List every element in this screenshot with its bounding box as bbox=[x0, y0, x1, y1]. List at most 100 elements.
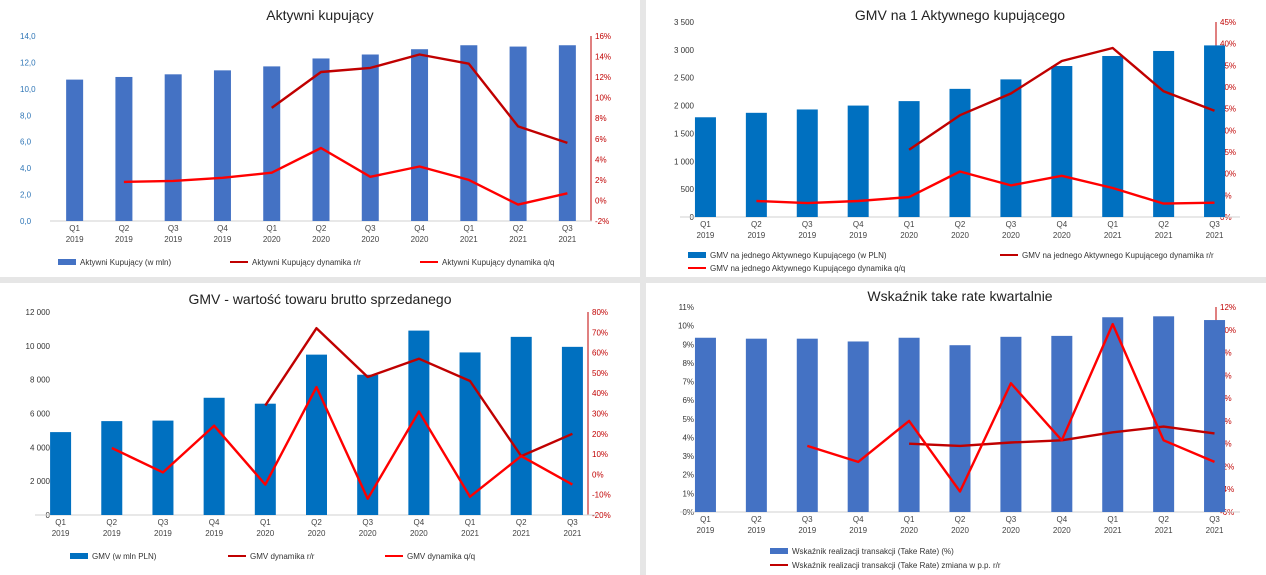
bar bbox=[1204, 320, 1226, 512]
bar bbox=[164, 74, 182, 221]
category-label: Q4 2020 bbox=[411, 224, 429, 244]
right-axis-tick: 20% bbox=[592, 430, 608, 439]
left-axis-tick: 6,0 bbox=[20, 138, 32, 147]
category-label: Q2 2020 bbox=[951, 220, 969, 240]
right-axis-tick: 10% bbox=[1220, 170, 1236, 179]
chart-gmv: GMV - wartość towaru brutto sprzedanego 0… bbox=[26, 291, 611, 561]
right-axis-tick: 0% bbox=[595, 196, 607, 205]
right-axis-tick: 40% bbox=[1220, 40, 1236, 49]
bar bbox=[1153, 316, 1175, 512]
category-label: Q1 2020 bbox=[900, 515, 918, 535]
bar bbox=[1051, 66, 1073, 217]
right-axis-tick: 0% bbox=[592, 470, 604, 479]
legend-entry: GMV na jednego Aktywnego Kupującego dyna… bbox=[1022, 251, 1214, 260]
bar bbox=[203, 397, 225, 515]
bar bbox=[115, 76, 133, 221]
category-label: Q1 2021 bbox=[461, 518, 479, 538]
bar bbox=[361, 54, 379, 221]
right-axis-tick: 4% bbox=[595, 155, 607, 164]
left-axis-tick: 10,0 bbox=[20, 85, 36, 94]
series-line-qq bbox=[806, 322, 1215, 493]
category-label: Q1 2020 bbox=[263, 224, 281, 244]
legend-entry: GMV na jednego Aktywnego Kupującego dyna… bbox=[710, 264, 905, 273]
category-label: Q2 2020 bbox=[312, 224, 330, 244]
legend-swatch-bar bbox=[70, 553, 88, 559]
bar bbox=[312, 58, 330, 221]
left-axis-tick: 7% bbox=[682, 378, 694, 387]
bar bbox=[50, 432, 72, 515]
right-axis-tick: 16% bbox=[595, 32, 611, 41]
bar bbox=[1000, 336, 1022, 512]
left-axis-tick: 0,0 bbox=[20, 217, 32, 226]
right-axis-tick: 2% bbox=[1220, 417, 1232, 426]
series-line-qq bbox=[123, 146, 568, 206]
bar bbox=[254, 403, 276, 515]
chart-title: GMV - wartość towaru brutto sprzedanego bbox=[188, 291, 451, 307]
category-label: Q4 2020 bbox=[1053, 515, 1071, 535]
chart-panel-take-rate: Wskaźnik take rate kwartalnie 0% 1% 2% 3% 4% 5… bbox=[646, 283, 1266, 575]
bar bbox=[1051, 335, 1073, 512]
bar bbox=[66, 79, 84, 221]
category-label: Q4 2020 bbox=[1053, 220, 1071, 240]
category-label: Q1 2021 bbox=[1104, 515, 1122, 535]
series-line-qq bbox=[111, 385, 573, 501]
left-axis-tick: 2,0 bbox=[20, 191, 32, 200]
left-axis-tick: 12,0 bbox=[20, 58, 36, 67]
chart-active-buyers: Aktywni kupujący 0,0 2,0 4,0 6,0 8,0 10,0 12,0 1… bbox=[20, 7, 611, 267]
left-axis-tick: 4% bbox=[682, 433, 694, 442]
category-label: Q4 2019 bbox=[849, 220, 867, 240]
category-label: Q2 2020 bbox=[951, 515, 969, 535]
left-axis-tick: 4 000 bbox=[30, 443, 51, 452]
left-axis-tick: 5% bbox=[682, 415, 694, 424]
category-label: Q1 2021 bbox=[460, 224, 478, 244]
left-axis-tick: 9% bbox=[682, 340, 694, 349]
right-axis-tick: 10% bbox=[592, 450, 608, 459]
right-axis-tick: 20% bbox=[1220, 126, 1236, 135]
left-axis-tick: 10% bbox=[678, 322, 694, 331]
category-label: Q1 2021 bbox=[1104, 220, 1122, 240]
left-axis-tick: 4,0 bbox=[20, 164, 32, 173]
bar bbox=[949, 88, 971, 217]
right-axis-tick: 30% bbox=[592, 410, 608, 419]
legend-swatch-bar bbox=[688, 252, 706, 258]
right-axis-tick: 30% bbox=[1220, 83, 1236, 92]
left-axis-tick: 2 000 bbox=[674, 102, 695, 111]
category-label: Q3 2021 bbox=[1206, 515, 1224, 535]
left-axis-tick: 11% bbox=[679, 303, 694, 312]
right-axis-tick: 6% bbox=[1220, 371, 1232, 380]
legend-entry: Aktywni Kupujący dynamika q/q bbox=[442, 258, 555, 267]
category-label: Q3 2019 bbox=[164, 224, 182, 244]
right-axis-tick: 5% bbox=[1220, 191, 1232, 200]
category-label: Q2 2021 bbox=[512, 518, 530, 538]
bar bbox=[898, 101, 920, 217]
right-axis-tick: 70% bbox=[592, 328, 608, 337]
legend-swatch-bar bbox=[770, 548, 788, 554]
right-axis-tick: 2% bbox=[595, 176, 607, 185]
series-line-rr bbox=[270, 53, 568, 145]
chart-take-rate: Wskaźnik take rate kwartalnie 0% 1% 2% 3% 4% 5… bbox=[678, 288, 1240, 570]
chart-title: GMV na 1 Aktywnego kupującego bbox=[855, 7, 1065, 23]
left-axis-tick: 500 bbox=[681, 185, 695, 194]
bar bbox=[1000, 79, 1022, 217]
right-axis-tick: 10% bbox=[1220, 326, 1236, 335]
category-label: Q2 2021 bbox=[509, 224, 527, 244]
bar bbox=[558, 45, 576, 221]
legend-entry: GMV na jednego Aktywnego Kupującego (w P… bbox=[710, 251, 887, 260]
left-axis-tick: 8% bbox=[682, 359, 694, 368]
category-label: Q1 2019 bbox=[52, 518, 70, 538]
bar bbox=[1204, 45, 1226, 218]
category-label: Q1 2020 bbox=[256, 518, 274, 538]
legend-entry: GMV dynamika q/q bbox=[407, 552, 475, 561]
left-axis-tick: 3 500 bbox=[674, 18, 695, 27]
right-axis-tick: -10% bbox=[592, 491, 611, 500]
right-axis-tick: 25% bbox=[1220, 105, 1236, 114]
bar bbox=[510, 336, 532, 515]
bar bbox=[949, 345, 971, 512]
category-label: Q1 2019 bbox=[66, 224, 84, 244]
bar bbox=[847, 341, 869, 512]
category-label: Q4 2019 bbox=[205, 518, 223, 538]
bar bbox=[263, 66, 281, 222]
left-axis-tick: 6 000 bbox=[30, 410, 51, 419]
bar bbox=[101, 421, 123, 515]
right-axis-tick: 14% bbox=[595, 53, 611, 62]
